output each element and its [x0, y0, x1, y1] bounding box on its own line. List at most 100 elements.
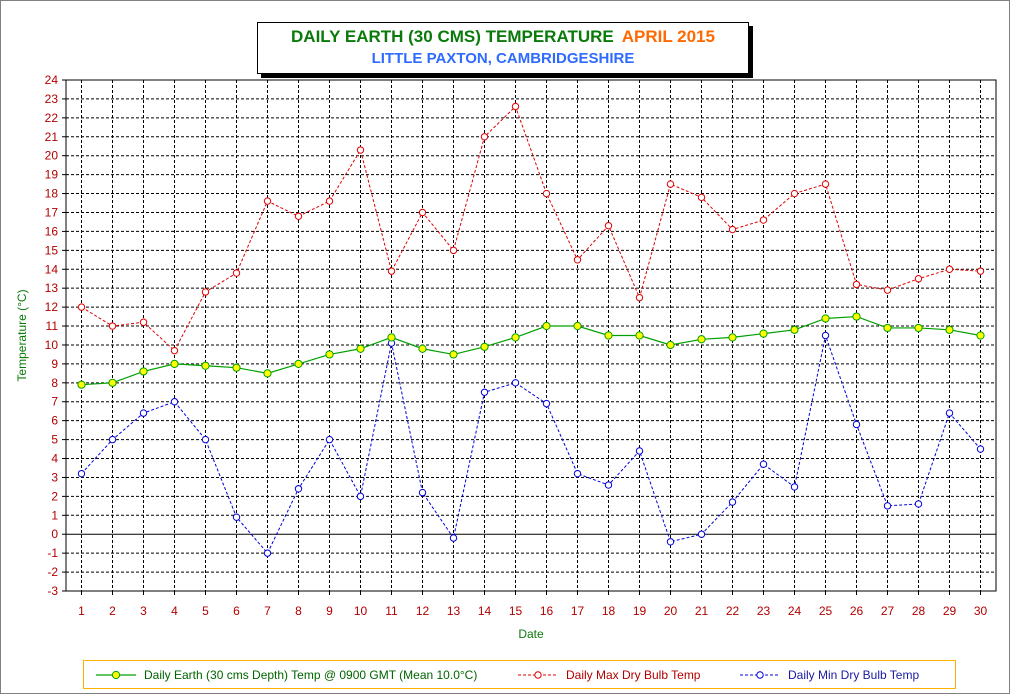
data-point-min	[325, 435, 334, 444]
y-tick-label: 9	[51, 357, 58, 371]
data-point-earth	[852, 312, 861, 321]
data-point-min	[976, 445, 985, 453]
data-point-earth	[201, 361, 210, 370]
data-point-min	[635, 447, 644, 455]
chart-title-main: DAILY EARTH (30 CMS) TEMPERATURE	[291, 27, 614, 46]
data-point-min	[201, 435, 210, 444]
chart-subtitle: LITTLE PAXTON, CAMBRIDGESHIRE	[371, 50, 635, 67]
data-point-max	[387, 267, 396, 275]
series-line-min	[81, 333, 981, 555]
legend: Daily Earth (30 cms Depth) Temp @ 0900 G…	[83, 660, 956, 689]
data-point-max	[821, 180, 830, 188]
data-point-max	[976, 267, 985, 275]
data-point-earth	[387, 333, 396, 342]
x-tick-label: 12	[416, 604, 430, 618]
data-point-min	[666, 538, 675, 546]
data-point-min	[821, 331, 830, 340]
x-tick-label: 26	[850, 604, 864, 618]
legend-item-max: Daily Max Dry Bulb Temp	[516, 661, 700, 688]
data-point-max	[170, 346, 179, 355]
data-point-max	[945, 265, 954, 273]
y-tick-label: 19	[45, 168, 59, 182]
data-point-min	[170, 398, 179, 406]
data-point-earth	[449, 350, 458, 359]
chart-title-month: APRIL 2015	[621, 27, 715, 46]
series-line-max	[81, 105, 981, 352]
data-point-min	[418, 488, 427, 497]
data-point-earth	[945, 325, 954, 334]
data-point-min	[232, 513, 241, 521]
x-tick-label: 28	[912, 604, 926, 618]
data-point-min	[697, 530, 706, 538]
data-point-max	[294, 212, 303, 220]
data-point-max	[139, 318, 148, 326]
data-point-earth	[77, 380, 86, 389]
y-tick-label: 3	[51, 470, 58, 484]
x-tick-label: 17	[571, 604, 585, 618]
data-point-min	[883, 502, 892, 510]
x-tick-label: 9	[326, 604, 333, 618]
data-point-max	[914, 275, 923, 283]
data-point-min	[356, 492, 365, 501]
data-point-min	[759, 460, 768, 468]
data-point-earth	[759, 329, 768, 338]
data-point-earth	[108, 378, 117, 387]
data-point-earth	[294, 359, 303, 368]
x-tick-label: 8	[295, 604, 302, 618]
data-point-max	[883, 286, 892, 294]
x-tick-label: 10	[354, 604, 368, 618]
y-tick-label: 22	[45, 111, 59, 125]
x-tick-label: 24	[788, 604, 802, 618]
x-tick-label: 23	[757, 604, 771, 618]
x-tick-label: 16	[540, 604, 554, 618]
legend-label-max: Daily Max Dry Bulb Temp	[566, 667, 701, 682]
data-point-earth	[480, 342, 489, 351]
data-point-max	[325, 197, 334, 205]
data-point-min	[728, 498, 737, 506]
data-point-max	[480, 133, 489, 141]
data-point-earth	[635, 331, 644, 340]
y-tick-label: 5	[51, 433, 58, 447]
data-point-max	[449, 246, 458, 255]
data-point-earth	[728, 333, 737, 342]
data-point-min	[790, 483, 799, 491]
data-point-max	[77, 303, 86, 311]
y-axis-label: Temperature (°C)	[15, 289, 29, 381]
x-tick-label: 3	[140, 604, 147, 618]
x-tick-label: 1	[78, 604, 85, 618]
legend-item-earth: Daily Earth (30 cms Depth) Temp @ 0900 G…	[94, 661, 477, 688]
data-point-min	[108, 435, 117, 444]
chart-title: DAILY EARTH (30 CMS) TEMPERATURE APRIL 20…	[258, 27, 748, 47]
data-point-max	[108, 322, 117, 330]
x-tick-label: 11	[385, 604, 398, 618]
data-point-min	[945, 409, 954, 417]
data-point-max	[635, 293, 644, 302]
data-point-earth	[170, 359, 179, 368]
data-point-earth	[139, 367, 148, 376]
x-tick-label: 2	[109, 604, 116, 618]
data-point-earth	[356, 344, 365, 353]
data-point-max	[542, 189, 551, 198]
data-point-max	[728, 225, 737, 234]
x-tick-label: 30	[974, 604, 988, 618]
y-tick-label: 6	[51, 414, 58, 428]
x-axis-label: Date	[518, 627, 544, 641]
data-point-min	[604, 481, 613, 489]
x-tick-label: 21	[695, 604, 709, 618]
data-point-earth	[325, 350, 334, 359]
x-tick-label: 13	[447, 604, 461, 618]
data-point-max	[232, 269, 241, 277]
data-point-min	[263, 549, 272, 557]
y-tick-label: 10	[45, 338, 59, 352]
y-tick-label: 24	[45, 73, 59, 87]
data-point-min	[77, 469, 86, 478]
data-point-max	[356, 146, 365, 154]
y-tick-label: 15	[45, 243, 59, 257]
chart-title-box: DAILY EARTH (30 CMS) TEMPERATURE APRIL 20…	[257, 22, 749, 74]
y-tick-label: 8	[51, 376, 58, 390]
x-tick-label: 5	[202, 604, 209, 618]
x-tick-label: 25	[819, 604, 833, 618]
y-tick-label: 7	[51, 395, 58, 409]
data-point-earth	[821, 314, 830, 323]
y-tick-label: -1	[47, 546, 58, 560]
